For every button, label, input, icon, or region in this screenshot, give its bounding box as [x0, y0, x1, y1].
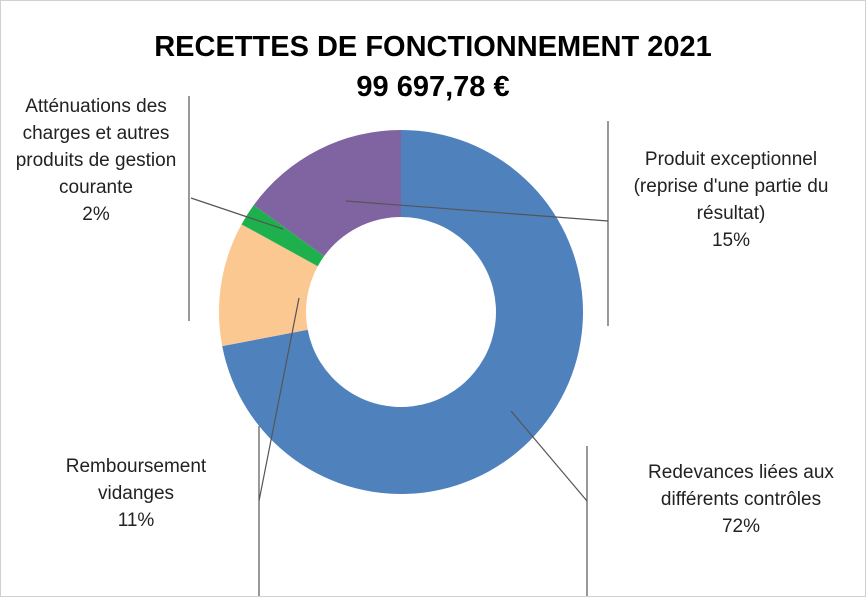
leader-line	[190, 197, 284, 230]
value-label: 15%	[711, 230, 751, 251]
category-label: Redevances liées aux différents contrôle…	[648, 462, 834, 510]
donut-slice	[219, 224, 318, 347]
leader-line	[510, 410, 588, 502]
data-label: Produit exceptionnel (reprise d'une part…	[631, 146, 831, 254]
data-label: Redevances liées aux différents contrôle…	[626, 459, 856, 540]
leaders	[188, 96, 609, 596]
value-label: 72%	[721, 516, 761, 537]
data-label: Remboursement vidanges 11%	[36, 453, 236, 534]
category-label: Produit exceptionnel (reprise d'une part…	[633, 149, 829, 224]
category-label: Atténuations des charges et autres produ…	[15, 96, 177, 198]
leader-line	[345, 200, 609, 222]
leader-line	[258, 297, 300, 502]
chart-title: RECETTES DE FONCTIONNEMENT 2021	[154, 31, 712, 63]
chart-subtitle: 99 697,78 €	[356, 71, 510, 103]
value-label: 2%	[82, 204, 110, 225]
donut-slice	[241, 205, 325, 267]
donut-slice	[222, 130, 583, 495]
value-label: 11%	[117, 510, 155, 531]
donut-slice	[253, 130, 401, 257]
category-label: Remboursement vidanges	[65, 456, 207, 504]
data-label: Atténuations des charges et autres produ…	[11, 93, 181, 228]
